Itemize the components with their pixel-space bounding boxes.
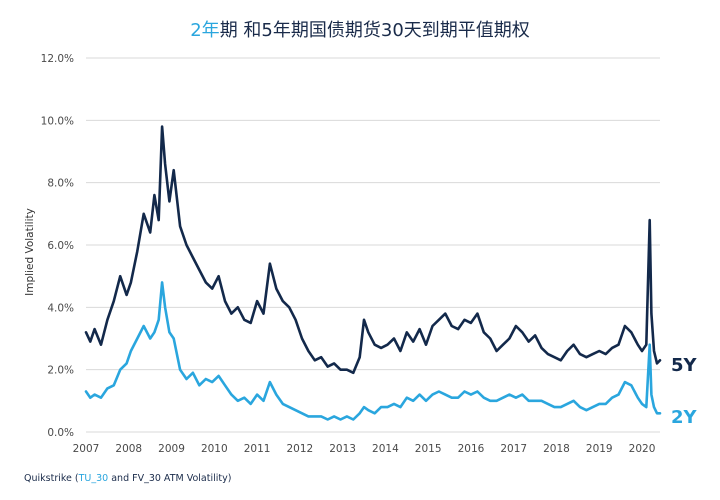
x-tick-label: 2012 (286, 443, 313, 455)
chart-title: 2年期 和5年期国债期货30天到期平值期权 (0, 16, 720, 42)
source-suffix: and FV_30 ATM Volatility) (108, 473, 232, 484)
series-label-2y: 2Y (671, 407, 698, 428)
series-line-5y (84, 125, 662, 375)
source-prefix: Quikstrike ( (24, 473, 79, 484)
source-note: Quikstrike (TU_30 and FV_30 ATM Volatili… (24, 473, 231, 484)
y-tick-label: 8.0% (47, 178, 74, 190)
x-tick-label: 2010 (201, 443, 228, 455)
y-tick-label: 0.0% (47, 427, 74, 439)
title-highlight: 2年 (190, 20, 220, 41)
x-tick-label: 2011 (244, 443, 271, 455)
x-tick-label: 2009 (158, 443, 185, 455)
x-tick-label: 2017 (500, 443, 527, 455)
grid (86, 57, 660, 433)
title-rest: 期 和5年期国债期货30天到期平值期权 (219, 20, 530, 41)
x-tick-label: 2015 (415, 443, 442, 455)
x-tick-label: 2014 (372, 443, 399, 455)
y-tick-label: 10.0% (41, 115, 74, 127)
x-tick-label: 2016 (458, 443, 485, 455)
y-tick-label: 6.0% (47, 240, 74, 252)
x-tick-label: 2020 (629, 443, 656, 455)
x-tick-label: 2008 (115, 443, 142, 455)
y-axis-ticks: 0.0% 2.0% 4.0% 6.0% 8.0% 10.0% 12.0% (41, 53, 74, 439)
x-tick-label: 2007 (73, 443, 100, 455)
y-tick-label: 12.0% (41, 53, 74, 65)
y-axis-label: Implied Volatility (24, 208, 36, 296)
x-tick-label: 2018 (543, 443, 570, 455)
y-tick-label: 4.0% (47, 302, 74, 314)
series-line-2y (84, 281, 662, 421)
x-tick-label: 2019 (586, 443, 613, 455)
series-group (84, 125, 662, 421)
y-tick-label: 2.0% (47, 365, 74, 377)
series-label-5y: 5Y (671, 355, 698, 376)
source-highlight: TU_30 (78, 473, 109, 484)
x-axis-ticks: 2007 2008 2009 2010 2011 2012 2013 2014 2015 2016… (73, 443, 656, 455)
x-tick-label: 2013 (329, 443, 356, 455)
